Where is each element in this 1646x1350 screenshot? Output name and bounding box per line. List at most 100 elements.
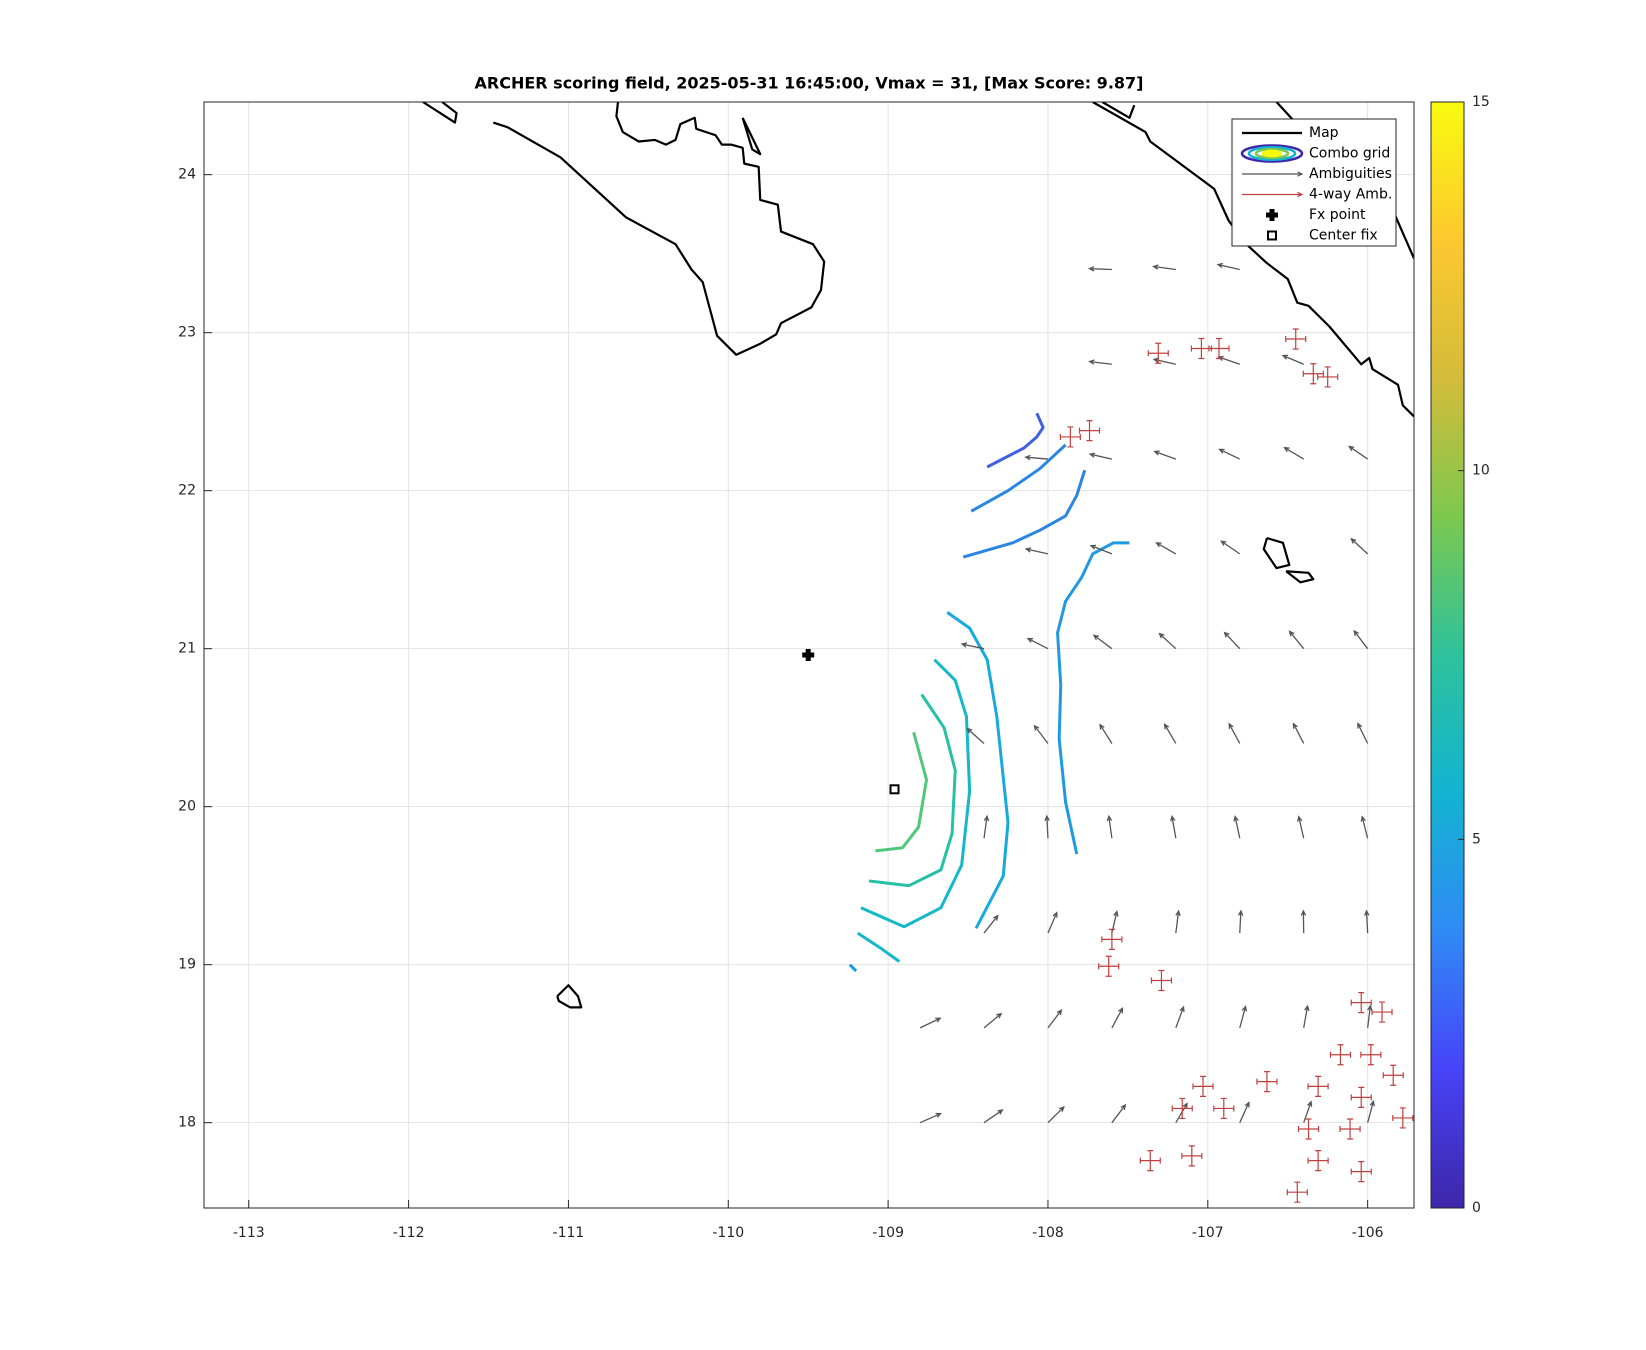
wind-arrow [1353,629,1369,650]
wind-arrow [1228,722,1241,744]
wind-arrow [983,814,990,839]
wind-arrow [1175,1102,1188,1124]
wind-arrow [983,1109,1004,1124]
legend-icon [1242,191,1304,198]
wind-arrow [1047,911,1058,934]
legend-label: Ambiguities [1309,166,1392,182]
wind-arrow [1281,354,1304,365]
wind-arrow [1357,722,1369,744]
legend-label: Fx point [1309,207,1366,223]
legend-label: Combo grid [1309,146,1390,162]
contour-line [848,963,858,973]
wind-arrow [1292,722,1305,744]
wind-arrow [1024,454,1049,461]
legend-icon [1247,146,1297,161]
wind-arrow [1360,815,1369,839]
contour-line [856,931,901,963]
coastline [556,984,583,1009]
wind-arrow [1367,1004,1373,1028]
wind-arrow [1024,547,1049,555]
wind-arrow [1153,450,1177,460]
contour-line [875,732,928,853]
four-way-ambiguity [1256,1071,1278,1093]
wind-arrow [1237,909,1244,934]
coastline [492,102,826,356]
wind-arrow [1152,264,1176,271]
y-tick-label: 18 [178,1115,196,1131]
four-way-ambiguity [1139,1150,1161,1172]
x-tick-label: -113 [233,1225,265,1241]
wind-arrow [1047,1008,1063,1029]
colorbar-fill [1430,101,1465,1209]
legend-icon [1254,147,1290,160]
wind-arrow [1155,542,1177,555]
wind-arrow [1220,540,1241,555]
colorbar-tick-label: 0 [1472,1200,1481,1216]
four-way-ambiguity [1350,1161,1372,1183]
wind-arrow [1170,814,1177,839]
wind-arrow [1303,1100,1313,1123]
four-way-ambiguity [1317,366,1339,388]
wind-arrow [1239,1005,1248,1029]
coastline [1262,537,1291,570]
four-way-ambiguity [1285,328,1307,350]
legend-label: Map [1309,125,1339,141]
wind-arrow [1175,909,1181,934]
x-tick-label: -110 [712,1225,744,1241]
legend-icon [1267,230,1277,241]
four-way-ambiguity [1350,992,1372,1014]
plot-frame [203,101,1415,1209]
x-tick-label: -112 [393,1225,425,1241]
four-way-ambiguity [1286,1181,1308,1203]
wind-arrow [1216,262,1240,271]
wind-arrow [1233,815,1241,839]
four-way-ambiguity [1208,337,1230,360]
axes: -113 -112 -111 -110 -109 -108 -107 -106 18 19 20 21… [178,167,1383,1241]
wind-arrow [919,1112,942,1124]
four-way-ambiguity [1371,1001,1393,1023]
coastline [1285,570,1315,584]
legend-label: 4-way Amb. [1309,187,1392,203]
x-tick-label: -108 [1032,1225,1064,1241]
wind-arrow [1288,630,1305,650]
wind-arrow [1283,446,1305,460]
wind-arrow [1239,1101,1250,1123]
wind-arrow [1297,815,1305,839]
legend: Map Combo grid Ambiguities 4-way Amb. Fx poi… [1231,118,1397,247]
wind-arrow [1111,1103,1127,1124]
wind-arrow [1026,637,1049,650]
four-way-ambiguity [1147,342,1169,364]
four-way-ambiguity [1101,928,1123,950]
wind-arrow [919,1017,942,1029]
fx-point [802,649,815,661]
y-tick-label: 23 [178,325,196,341]
wind-arrow [966,727,985,744]
wind-arrow [1088,359,1112,365]
plot-layers [422,102,1414,1203]
x-tick-label: -107 [1192,1225,1224,1241]
four-way-ambiguity [1382,1064,1404,1086]
contour-line [986,412,1045,469]
colorbar: 0 5 10 15 [1430,94,1490,1216]
contour-line [868,693,957,888]
colorbar-tick-label: 15 [1472,94,1490,110]
four-way-ambiguity [1171,1097,1193,1120]
wind-arrow [983,1012,1003,1029]
four-way-ambiguity [1150,969,1173,992]
four-way-ambiguity [1078,420,1101,442]
wind-arrow [1111,1006,1124,1029]
four-way-ambiguity [1213,1097,1235,1120]
legend-icon [1266,209,1278,221]
coastline [1092,102,1414,418]
four-way-ambiguity [1329,1044,1352,1066]
x-tick-label: -106 [1352,1225,1384,1241]
legend-box [1231,118,1397,247]
colorbar-tick-label: 10 [1472,463,1490,479]
legend-icon [1240,144,1304,163]
wind-arrow [1348,445,1369,460]
wind-arrow [1088,266,1112,272]
coastline [1101,102,1136,119]
y-tick-label: 20 [178,799,196,815]
contour-line [860,658,972,929]
